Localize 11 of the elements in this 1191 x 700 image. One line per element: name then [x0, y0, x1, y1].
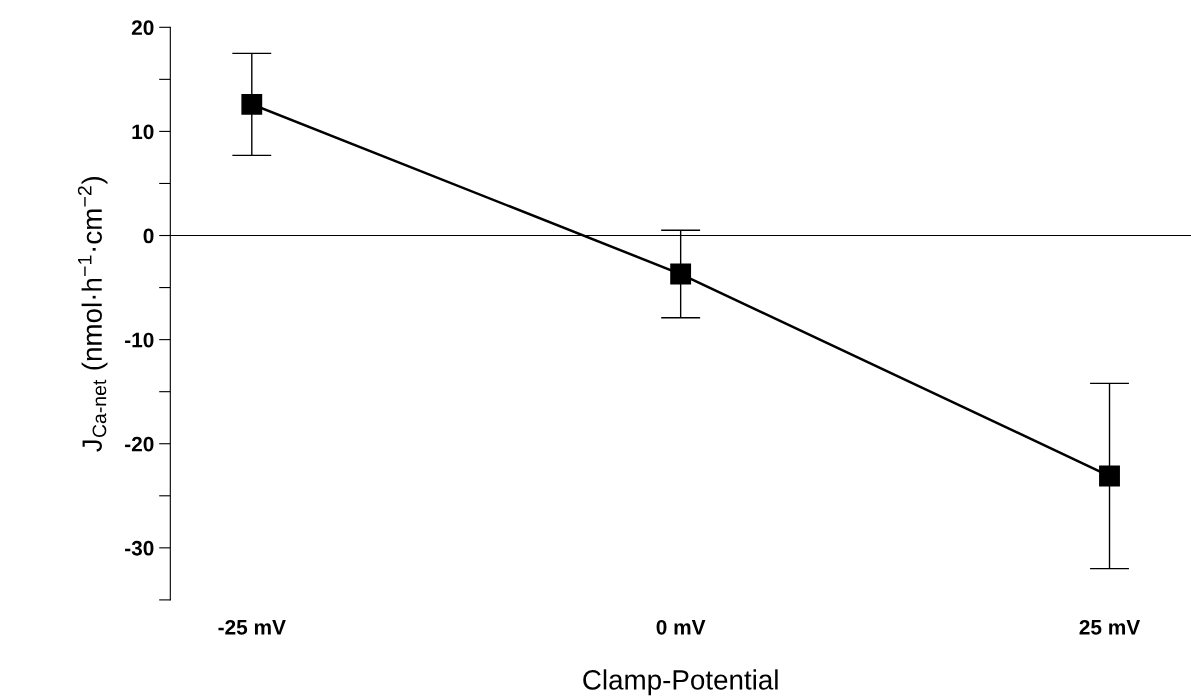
- y-tick-label: 10: [132, 124, 154, 140]
- y-tick-label: -10: [125, 332, 154, 348]
- y-tick-label: -20: [125, 436, 154, 452]
- x-tick-label: 0 mV: [656, 619, 706, 635]
- x-tick-label: 25 mV: [1079, 619, 1141, 635]
- x-axis-title: Clamp-Potential: [583, 669, 778, 696]
- y-axis-title: J$_{Ca-net}$ (nmol·h$^{−1}$·cm$^{−2}$): [77, 176, 108, 452]
- y-tick-label: 0: [143, 228, 154, 244]
- y-tick-label: -30: [125, 540, 154, 556]
- x-tick-label: -25 mV: [218, 619, 286, 635]
- y-tick-label: 20: [131, 20, 154, 36]
